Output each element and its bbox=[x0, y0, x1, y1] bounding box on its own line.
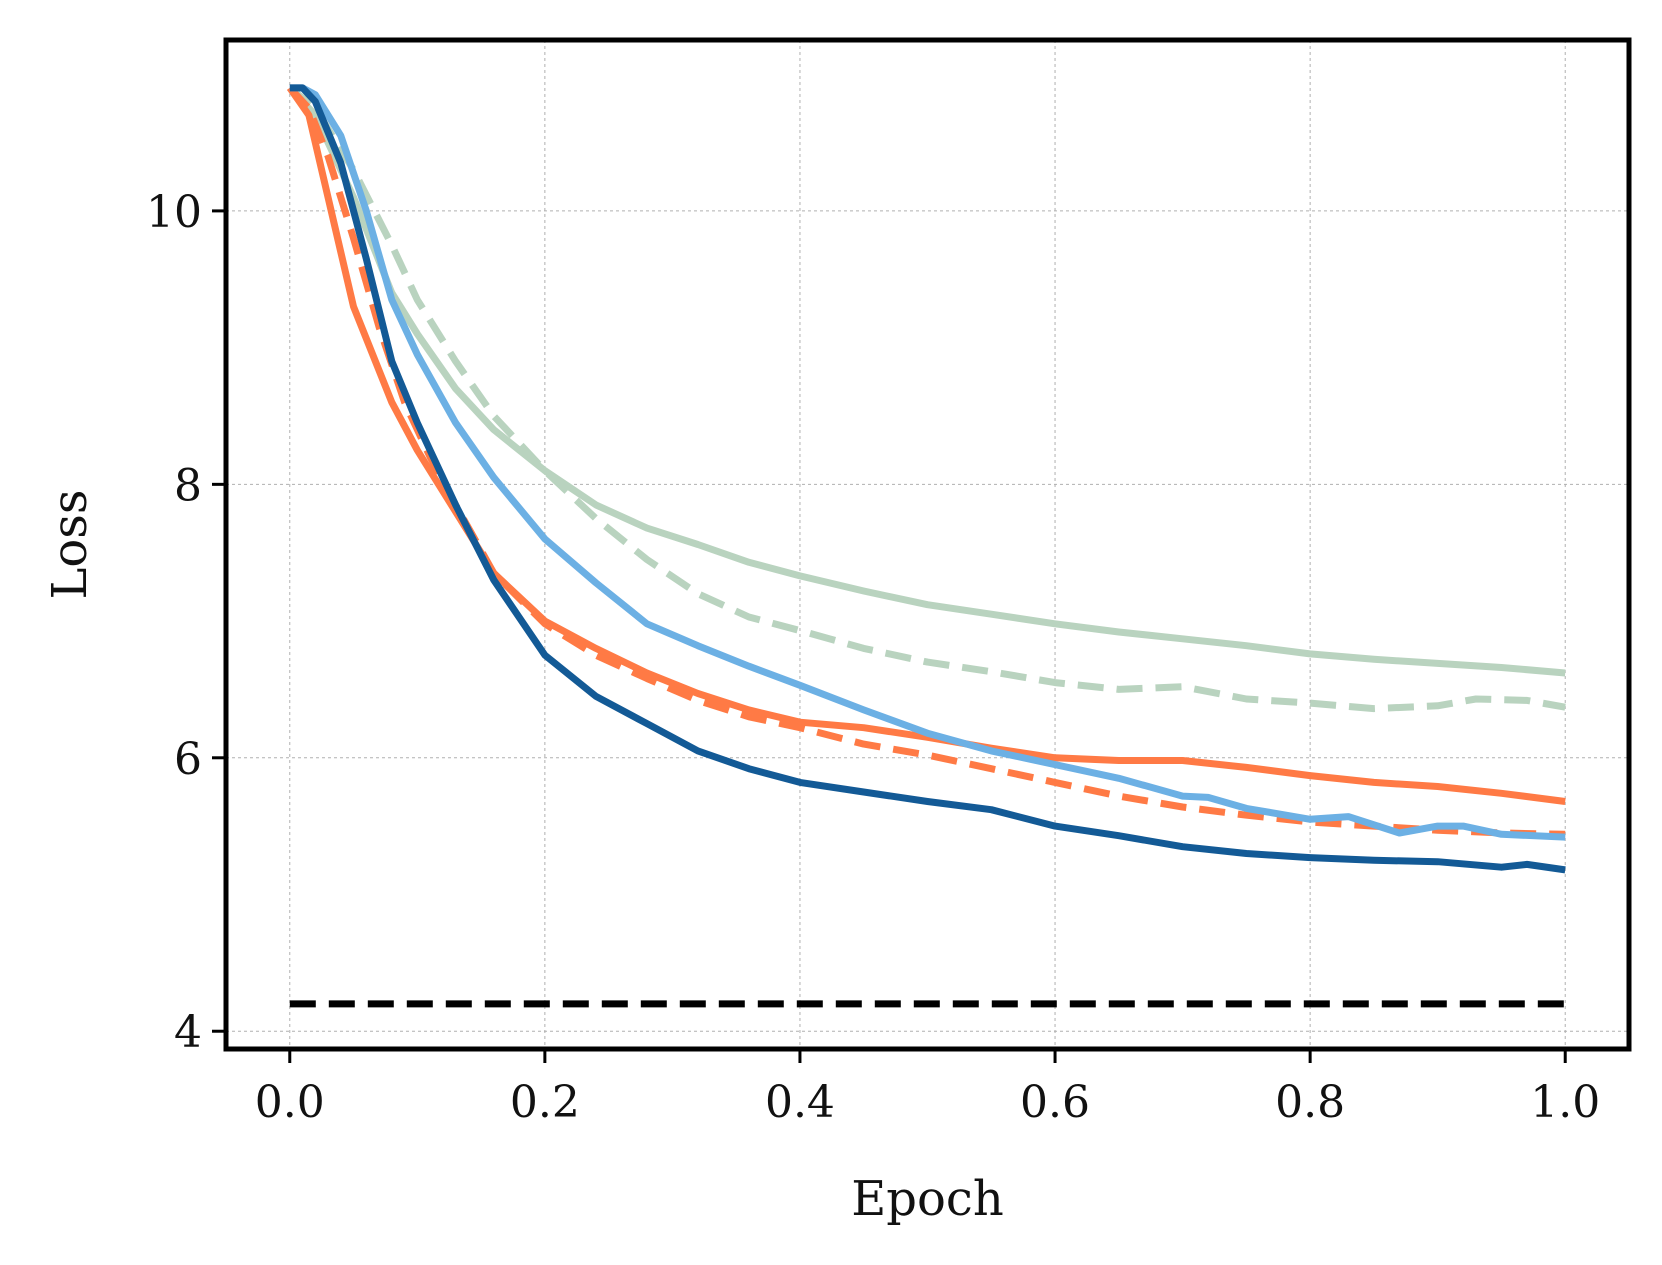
y-tick-label: 8 bbox=[174, 460, 202, 511]
x-tick-label: 0.2 bbox=[510, 1077, 580, 1128]
series-line-6 bbox=[289, 84, 1566, 874]
x-tick-label: 1.0 bbox=[1530, 1077, 1600, 1128]
x-tick-label: 0.8 bbox=[1275, 1077, 1345, 1128]
y-tick-label: 10 bbox=[146, 187, 202, 238]
y-tick-label: 4 bbox=[174, 1007, 202, 1058]
series-line-3 bbox=[286, 85, 1566, 805]
x-axis-label: Epoch bbox=[851, 1171, 1003, 1227]
grid-lines bbox=[226, 40, 1629, 1049]
plot-frame bbox=[223, 37, 1632, 1052]
series-line-5 bbox=[289, 84, 1566, 841]
x-tick-label: 0.6 bbox=[1020, 1077, 1090, 1128]
series-line-2 bbox=[287, 85, 1566, 713]
x-tick-label: 0.4 bbox=[765, 1077, 835, 1128]
y-axis-label: Loss bbox=[42, 489, 98, 599]
x-tick-label: 0.0 bbox=[255, 1077, 325, 1128]
axis-ticks: 0.0 0.2 0.4 0.6 0.8 1.0 4 6 8 10 bbox=[146, 187, 1600, 1128]
y-tick-label: 6 bbox=[174, 734, 202, 785]
plot-lines bbox=[286, 84, 1566, 1008]
series-line-1 bbox=[287, 85, 1566, 677]
